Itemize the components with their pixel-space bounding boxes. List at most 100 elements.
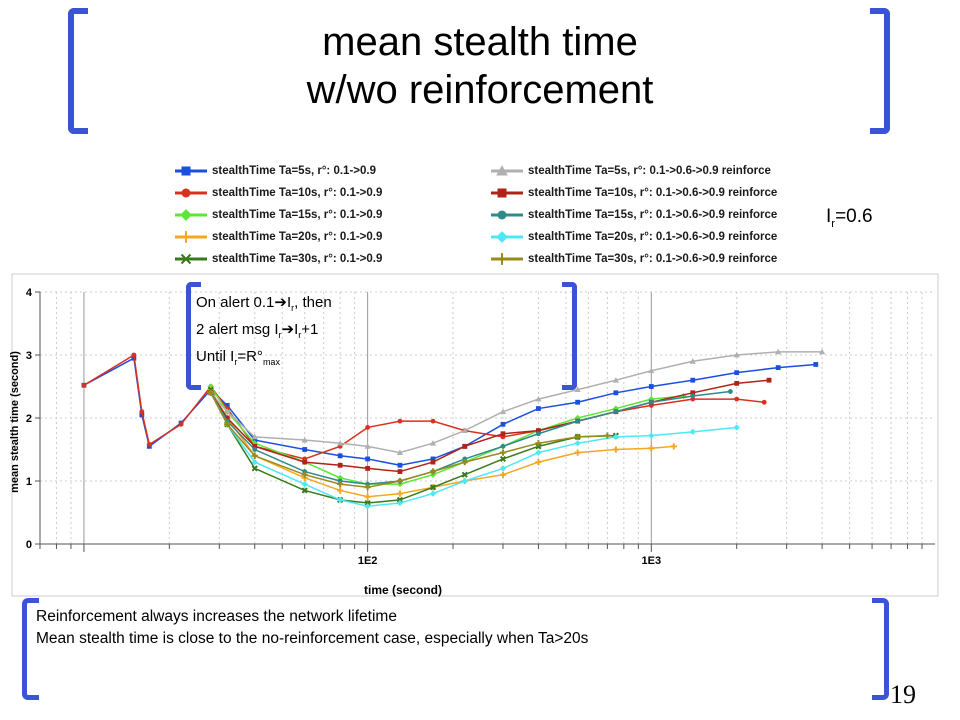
legend-swatch <box>175 188 207 198</box>
data-point <box>499 465 507 472</box>
data-point <box>648 399 654 405</box>
legend-label: stealthTime Ta=5s, r°: 0.1->0.6->0.9 rei… <box>528 165 771 177</box>
data-point <box>496 253 508 265</box>
data-point <box>766 377 772 383</box>
y-tick-label: 3 <box>26 350 32 362</box>
data-point <box>301 436 308 443</box>
arrow-right-icon: ➔ <box>274 294 287 311</box>
data-point <box>224 421 231 428</box>
data-point <box>734 370 740 376</box>
data-point <box>535 443 542 450</box>
data-point <box>429 484 437 491</box>
data-point <box>337 496 344 504</box>
data-point <box>252 447 258 452</box>
data-point <box>818 348 826 355</box>
legend-swatch <box>491 231 523 243</box>
data-point <box>648 367 655 374</box>
data-point <box>396 496 404 504</box>
data-point <box>337 462 343 468</box>
data-point <box>180 253 192 265</box>
slide-number: 19 <box>890 680 916 709</box>
data-point <box>690 390 696 396</box>
slide-title: mean stealth time w/wo reinforcement <box>200 18 760 114</box>
data-point <box>364 503 371 510</box>
data-point <box>690 393 696 399</box>
series-line <box>83 353 765 460</box>
data-point <box>251 458 258 466</box>
legend-swatch <box>175 231 207 243</box>
alert-line-2: 2 alert msg Ir➔Ir+1 <box>196 321 319 340</box>
data-point <box>496 231 508 243</box>
data-point <box>224 403 230 408</box>
legend-label: stealthTime Ta=5s, r°: 0.1->0.9 <box>212 165 376 177</box>
data-point <box>536 428 541 433</box>
data-point <box>499 455 507 463</box>
legend-label: stealthTime Ta=15s, r°: 0.1->0.6->0.9 re… <box>528 209 778 221</box>
data-point <box>302 459 308 465</box>
data-point <box>500 443 506 449</box>
data-point <box>499 408 507 415</box>
data-point <box>535 458 542 466</box>
data-point <box>364 443 371 449</box>
series-line <box>210 392 737 507</box>
data-point <box>337 481 344 488</box>
data-point <box>365 425 371 430</box>
data-point <box>301 471 308 478</box>
data-point <box>612 446 619 453</box>
data-point <box>365 481 371 487</box>
data-point <box>337 453 343 459</box>
ir-value-label: Ir=0.6 <box>826 206 873 230</box>
data-point <box>397 418 403 424</box>
data-point <box>337 487 344 494</box>
series-line <box>210 390 731 485</box>
data-point <box>365 456 371 462</box>
data-point <box>497 210 507 220</box>
legend-swatch <box>491 188 523 198</box>
data-point <box>301 487 308 494</box>
data-point <box>500 431 506 437</box>
data-point <box>364 484 371 491</box>
data-point <box>689 428 696 435</box>
data-point <box>139 409 145 415</box>
legend-swatch <box>491 210 523 220</box>
data-point <box>461 458 468 466</box>
data-point <box>727 389 733 394</box>
alert-bracket-left <box>186 282 201 390</box>
data-point <box>648 432 655 439</box>
series-9 <box>207 389 740 510</box>
data-point <box>251 452 258 459</box>
conclusion-bracket-left <box>22 598 39 700</box>
data-point <box>430 459 436 465</box>
legend-label: stealthTime Ta=30s, r°: 0.1->0.9 <box>212 253 383 265</box>
data-point <box>497 188 507 198</box>
alert-annotation: On alert 0.1➔Ir, then 2 alert msg Ir➔Ir+… <box>196 292 416 373</box>
y-tick-label: 0 <box>26 539 32 551</box>
y-tick-label: 2 <box>26 413 32 425</box>
data-point <box>301 481 308 488</box>
data-point <box>733 351 740 358</box>
data-point <box>462 456 468 462</box>
data-point <box>397 469 403 474</box>
arrow-right-icon: ➔ <box>281 321 295 338</box>
legend-label: stealthTime Ta=15s, r°: 0.1->0.9 <box>212 209 383 221</box>
data-point <box>146 442 152 447</box>
data-point <box>496 165 508 176</box>
legend-swatch <box>175 253 207 265</box>
data-point <box>131 352 137 358</box>
data-point <box>612 433 619 441</box>
data-point <box>604 432 611 439</box>
data-point <box>364 499 371 507</box>
data-point <box>613 390 619 396</box>
data-point <box>396 490 404 497</box>
conclusion-line-2: Mean stealth time is close to the no-rei… <box>36 630 589 647</box>
data-point <box>207 389 214 396</box>
data-point <box>180 231 192 243</box>
series-5 <box>207 386 619 507</box>
legend-swatch <box>491 253 523 265</box>
data-point <box>536 406 541 411</box>
x-tick-label: 1E3 <box>642 555 662 567</box>
title-bracket-left <box>68 8 88 134</box>
axes: 0 1 2 3 4 1E2 1E3 <box>26 287 935 567</box>
data-point <box>536 431 541 437</box>
data-point <box>575 399 581 405</box>
